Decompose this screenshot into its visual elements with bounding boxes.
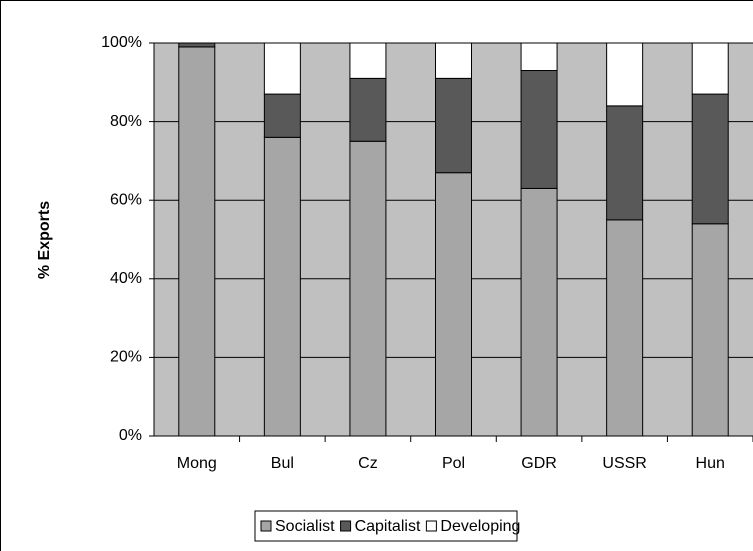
bar-segment — [349, 42, 387, 79]
y-tick-label: 80% — [110, 113, 142, 130]
bar-segment — [435, 42, 472, 79]
x-tick-label: Pol — [442, 455, 465, 472]
bar-segment — [520, 70, 558, 189]
x-tick-label: Bul — [271, 455, 294, 472]
bar-segment — [520, 187, 558, 437]
bar-segment — [691, 223, 729, 437]
legend-label: Developing — [440, 518, 520, 535]
x-tick-label: USSR — [602, 455, 646, 472]
legend-box — [254, 510, 518, 542]
bar-segment — [691, 93, 729, 225]
x-tick-label: GDR — [521, 455, 557, 472]
bar-segment — [263, 42, 301, 95]
bar-segment — [178, 46, 216, 437]
legend-swatch — [260, 520, 272, 532]
bar-segment — [263, 136, 301, 437]
y-tick-label: 20% — [110, 349, 142, 366]
bar-segment — [263, 93, 301, 138]
legend-swatch — [340, 520, 352, 532]
legend-swatch — [425, 520, 437, 532]
y-tick-label: 40% — [110, 270, 142, 287]
bar-segment — [606, 219, 644, 437]
y-tick-label: 100% — [101, 34, 142, 51]
bar-segment — [606, 42, 644, 107]
bar-segment — [520, 42, 558, 72]
bar-segment — [349, 77, 387, 142]
bar-segment — [435, 172, 472, 437]
x-tick-label: Mong — [177, 455, 217, 472]
x-tick-label: Cz — [358, 455, 378, 472]
bar-segment — [691, 42, 729, 95]
y-tick-label: 0% — [119, 427, 142, 444]
legend-label: Capitalist — [355, 518, 421, 535]
legend-label: Socialist — [275, 518, 335, 535]
bar-segment — [435, 77, 472, 174]
x-tick-label: Hun — [696, 455, 725, 472]
bar-segment — [178, 42, 216, 48]
y-axis-label: % Exports — [36, 201, 53, 279]
bar-segment — [606, 105, 644, 221]
bar-segment — [349, 140, 387, 437]
y-tick-label: 60% — [110, 191, 142, 208]
